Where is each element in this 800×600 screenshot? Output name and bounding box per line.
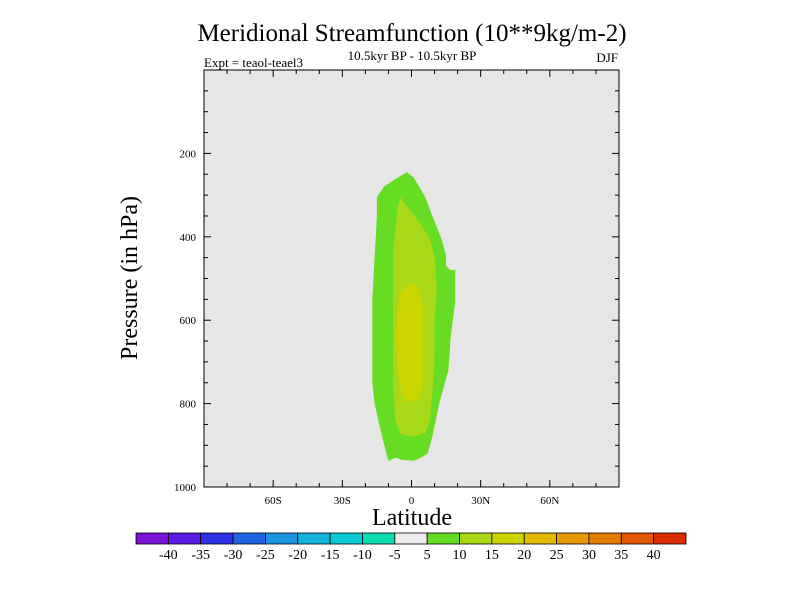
colorbar-label: 5 [424, 548, 431, 563]
y-tick-labels: 200 400 600 800 1000 [174, 148, 197, 494]
colorbar-swatch [167, 532, 202, 545]
y-tick-label: 1000 [174, 482, 197, 494]
colorbar-label: -15 [321, 548, 340, 563]
colorbar-swatch [459, 532, 493, 545]
y-tick-label: 200 [180, 148, 197, 160]
colorbar-label: 35 [614, 548, 628, 563]
colorbar-label: 20 [517, 548, 531, 563]
colorbar-swatch [200, 532, 234, 545]
colorbar: -40 -35 -30 -25 -20 -15 -10 -5 5 10 15 20 25 30 35 40 [135, 532, 687, 563]
season-label: DJF [596, 50, 618, 65]
colorbar-swatch [426, 532, 460, 545]
x-tick-label: 60N [540, 495, 559, 507]
x-tick-label: 60S [265, 495, 282, 507]
x-tick-label: 0 [409, 495, 415, 507]
plot-frame [203, 69, 620, 488]
colorbar-label: -30 [224, 548, 243, 563]
colorbar-swatch [588, 532, 622, 545]
tick-layer [204, 70, 619, 488]
colorbar-swatch [362, 532, 396, 545]
colorbar-label: 25 [550, 548, 564, 563]
y-tick-label: 600 [180, 315, 197, 327]
x-tick-label: 30S [334, 495, 351, 507]
colorbar-swatch [297, 532, 331, 545]
colorbar-label: 30 [582, 548, 596, 563]
colorbar-label: 15 [485, 548, 499, 563]
colorbar-swatch [394, 532, 428, 545]
y-tick-label: 400 [180, 232, 197, 244]
colorbar-label: 10 [453, 548, 467, 563]
colorbar-swatch [232, 532, 266, 545]
y-tick-label: 800 [180, 399, 197, 411]
x-tick-label: 30N [471, 495, 490, 507]
contour-layer [372, 172, 456, 462]
colorbar-swatch [265, 532, 299, 545]
colorbar-swatch [329, 532, 363, 545]
colorbar-label: 40 [647, 548, 661, 563]
colorbar-label: -20 [288, 548, 307, 563]
colorbar-label: -10 [353, 548, 372, 563]
colorbar-label: -25 [256, 548, 275, 563]
colorbar-swatch [653, 532, 687, 545]
experiment-label: Expt = teaol-teael3 [204, 55, 303, 70]
colorbar-swatch [135, 532, 169, 545]
y-axis-label: Pressure (in hPa) [117, 196, 143, 360]
colorbar-label: -40 [159, 548, 178, 563]
colorbar-label: -5 [389, 548, 401, 563]
colorbar-swatch [491, 532, 525, 545]
colorbar-swatch [556, 532, 590, 545]
chart-title: Meridional Streamfunction (10**9kg/m-2) [197, 20, 626, 47]
colorbar-swatch [620, 532, 655, 545]
x-tick-labels: 60S 30S 0 30N 60N [265, 495, 560, 507]
chart-subtitle: 10.5kyr BP - 10.5kyr BP [348, 48, 477, 63]
x-axis-label: Latitude [372, 505, 452, 531]
colorbar-label: -35 [191, 548, 210, 563]
colorbar-swatch [523, 532, 557, 545]
contour-region-3 [395, 283, 423, 403]
